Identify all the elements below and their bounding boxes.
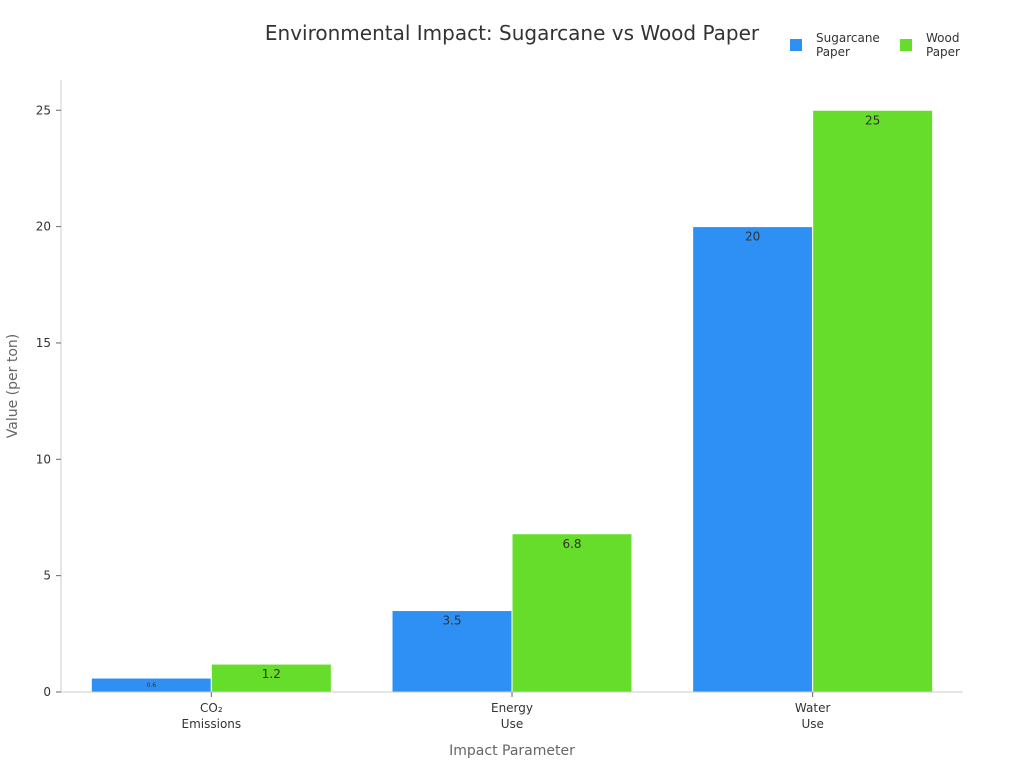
bar <box>210 663 332 693</box>
bar <box>812 109 934 693</box>
y-tick-label: 25 <box>36 103 51 117</box>
y-tick-label: 10 <box>36 452 51 466</box>
y-tick-label: 0 <box>43 685 51 699</box>
x-tick-label: CO₂ Emissions <box>182 701 242 731</box>
bar-value-label: 0.6 <box>147 682 157 689</box>
y-axis-label: Value (per ton) <box>5 334 21 438</box>
bar-value-label: 20 <box>745 230 760 244</box>
y-tick-label: 5 <box>43 569 51 583</box>
chart-title: Environmental Impact: Sugarcane vs Wood … <box>265 21 760 45</box>
bar <box>692 226 814 693</box>
y-tick-label: 15 <box>36 336 51 350</box>
legend-label-sugarcane: Sugarcane Paper <box>816 31 884 59</box>
y-axis: 0 5 10 15 20 25 <box>36 80 62 699</box>
bars: 0.6 1.2 3.5 6.8 20 25 <box>90 109 934 693</box>
x-tick-label: Water Use <box>795 701 831 731</box>
y-tick-label: 20 <box>36 220 51 234</box>
legend-label-wood: Wood Paper <box>926 31 963 59</box>
legend-swatch-sugarcane <box>790 39 802 51</box>
legend: Sugarcane Paper Wood Paper <box>790 31 963 59</box>
bar <box>391 610 513 693</box>
bar <box>511 533 633 693</box>
bar-value-label: 1.2 <box>262 667 281 681</box>
legend-swatch-wood <box>900 39 912 51</box>
bar-value-label: 6.8 <box>562 537 581 551</box>
bar-value-label: 3.5 <box>442 614 461 628</box>
bar-value-label: 25 <box>865 113 880 127</box>
x-tick-label: Energy Use <box>491 701 533 731</box>
x-axis-label: Impact Parameter <box>449 743 575 759</box>
x-axis: CO₂ Emissions Energy Use Water Use <box>61 691 963 731</box>
